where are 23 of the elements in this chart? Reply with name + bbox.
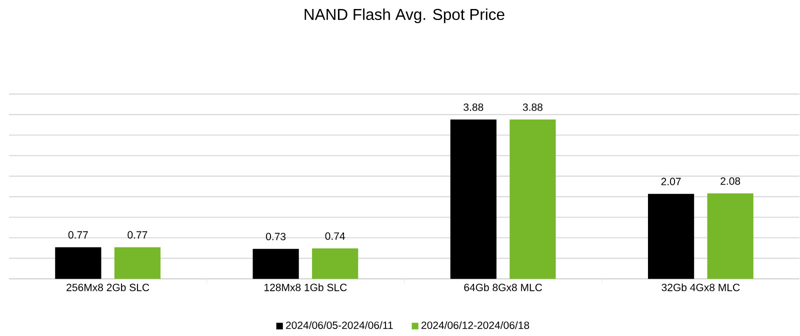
data-label: 0.73 <box>266 232 286 240</box>
bar <box>648 194 694 279</box>
bar <box>510 119 556 279</box>
data-label: 0.74 <box>325 232 345 240</box>
bar <box>114 247 161 279</box>
bar <box>55 247 102 279</box>
x-tick-label: 64Gb 8Gx8 MLC <box>464 283 542 292</box>
bar <box>450 119 496 279</box>
data-label: 2.08 <box>720 177 740 185</box>
data-label: 3.88 <box>464 103 484 111</box>
x-tick-label: 128Mx8 1Gb SLC <box>264 283 347 292</box>
legend-label: 2024/06/12-2024/06/18 <box>422 321 530 329</box>
bar <box>707 193 754 279</box>
bar <box>312 248 358 279</box>
legend-label: 2024/06/05-2024/06/11 <box>286 321 393 329</box>
data-label: 3.88 <box>522 103 542 111</box>
chart-title: NAND Flash Avg. Spot Price <box>304 8 504 24</box>
data-label: 0.77 <box>128 231 148 239</box>
x-tick-label: 32Gb 4Gx8 MLC <box>662 283 740 292</box>
bar <box>252 248 299 279</box>
data-label: 0.77 <box>68 231 88 239</box>
x-tick-label: 256Mx8 2Gb SLC <box>66 283 150 292</box>
data-label: 2.07 <box>661 178 681 186</box>
